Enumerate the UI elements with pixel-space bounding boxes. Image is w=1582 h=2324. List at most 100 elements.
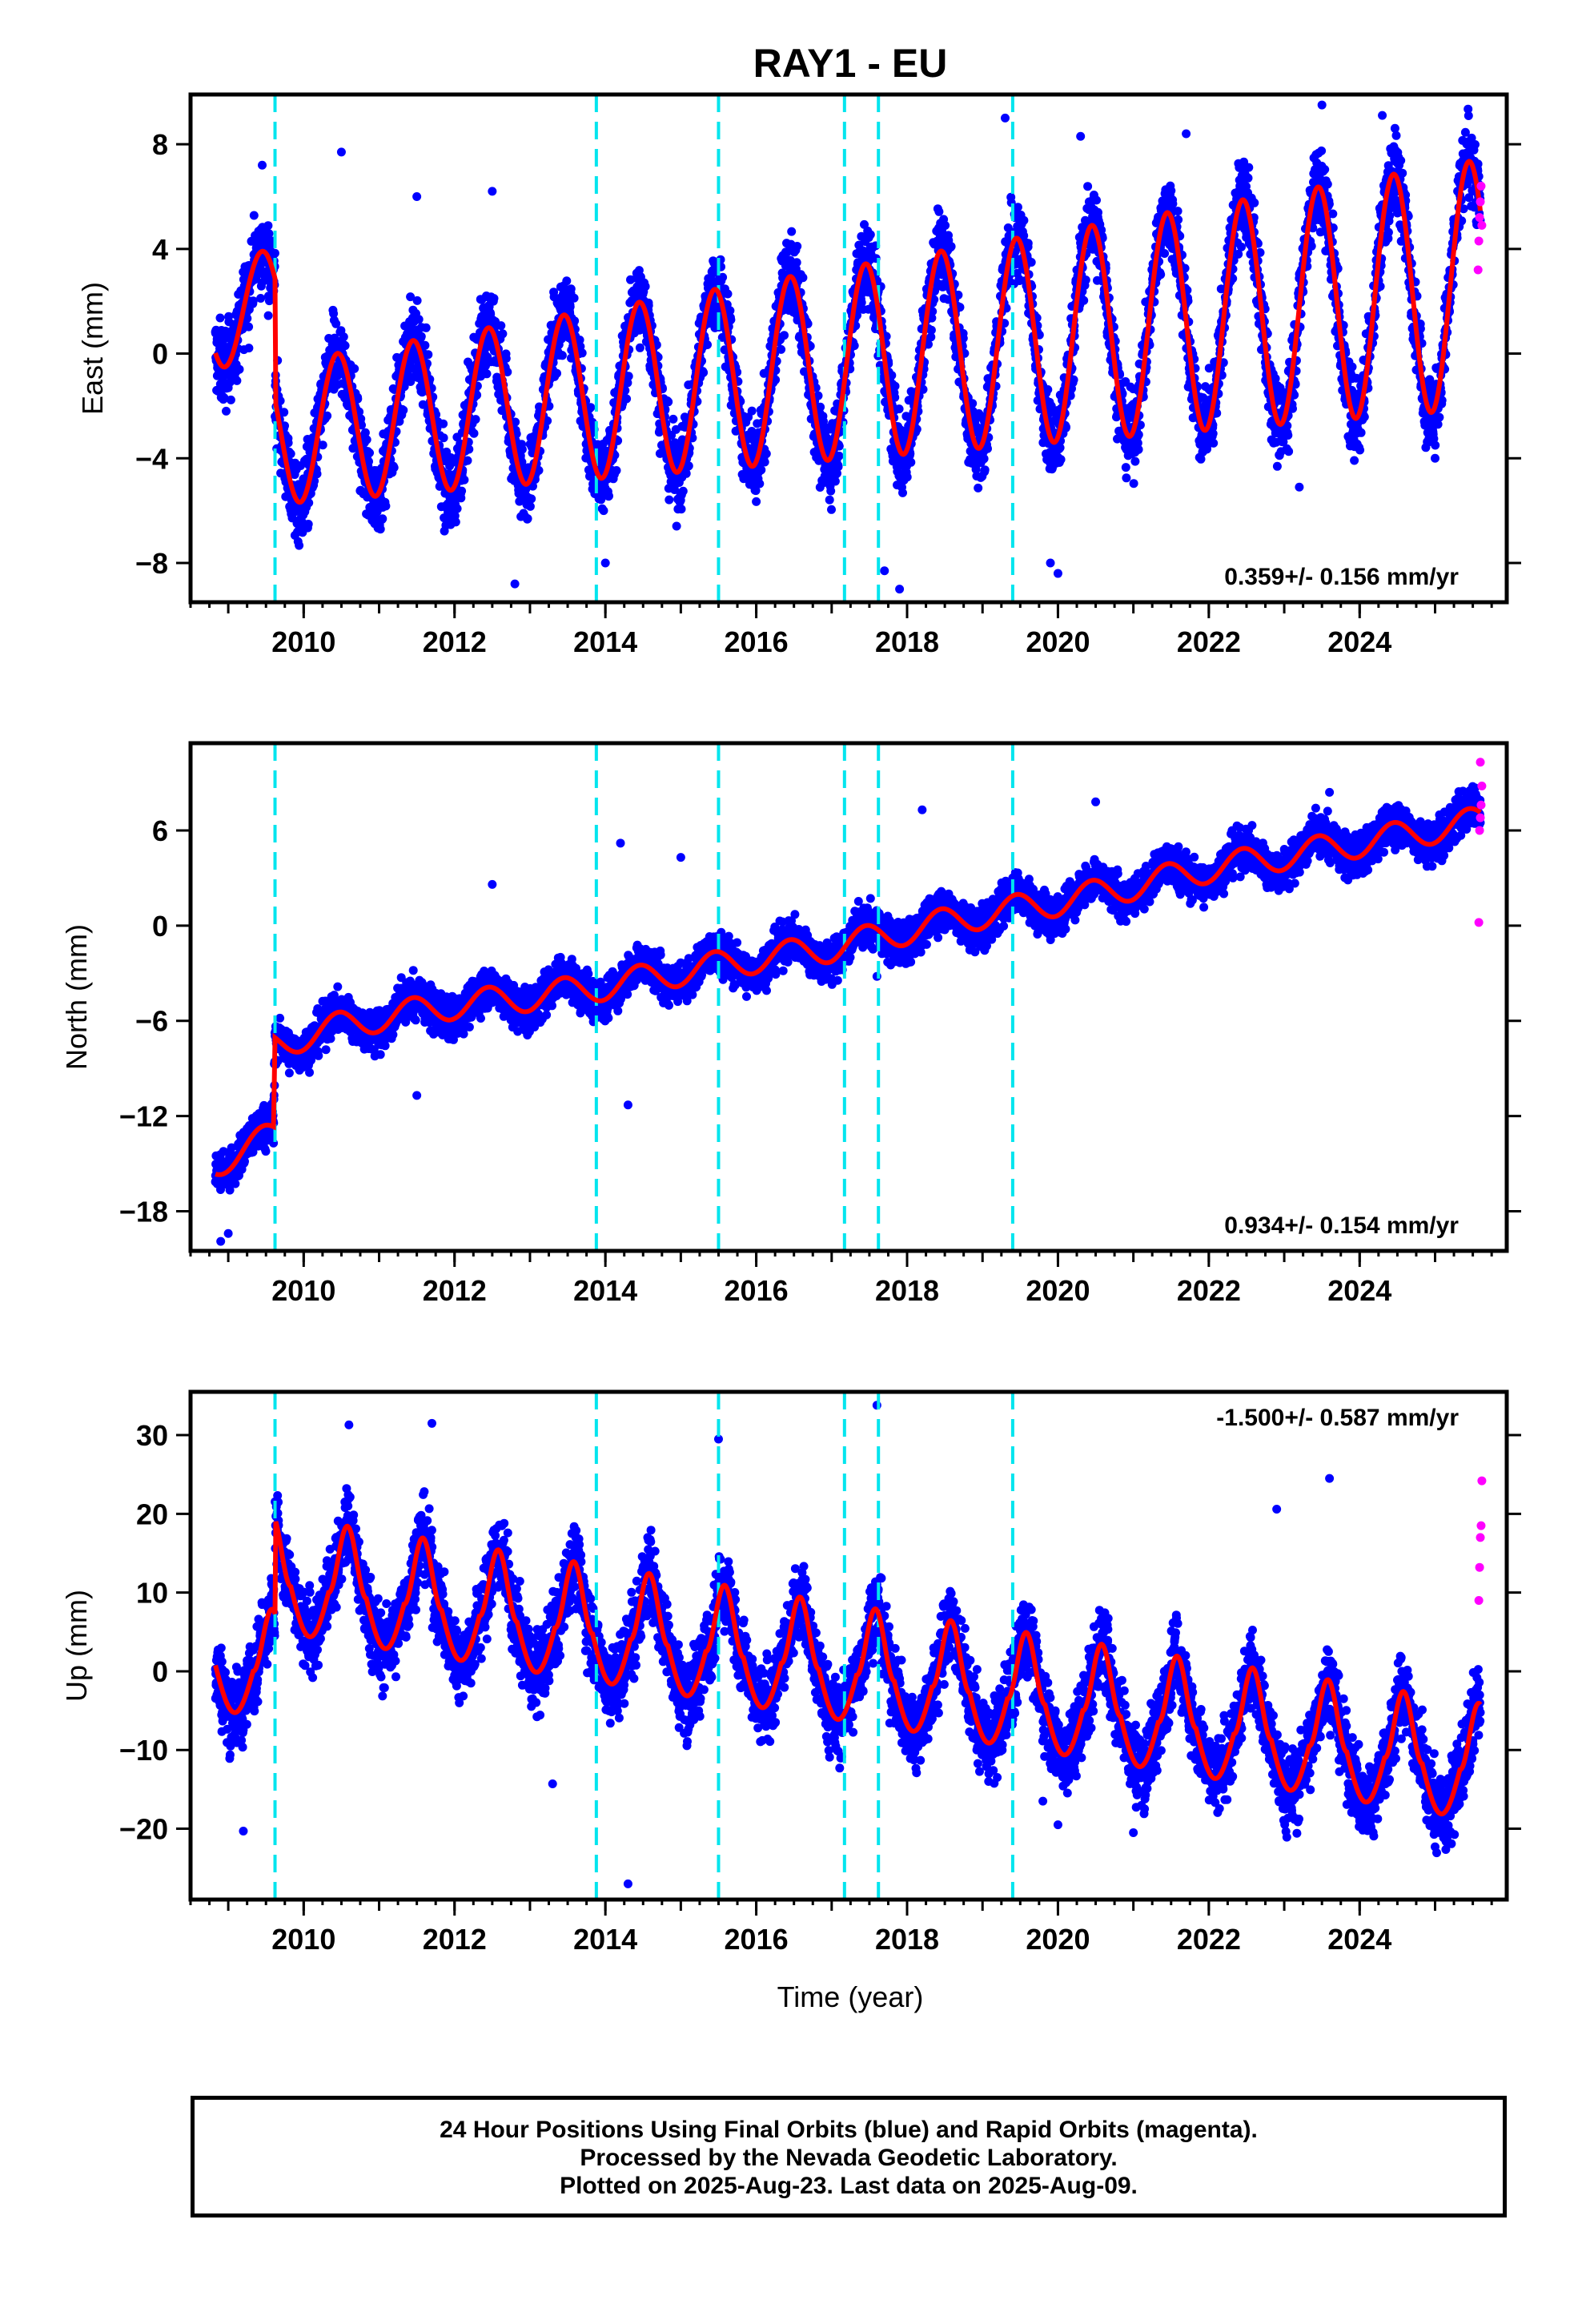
final-point	[249, 211, 259, 220]
final-point	[834, 451, 844, 460]
final-point	[1130, 456, 1140, 466]
final-point	[399, 405, 408, 415]
final-point	[793, 242, 802, 251]
final-point	[471, 415, 480, 424]
final-point	[496, 321, 506, 331]
final-point	[825, 495, 834, 505]
final-point	[1272, 461, 1282, 471]
final-point	[457, 486, 467, 496]
final-point	[1244, 163, 1254, 172]
final-point	[412, 296, 422, 305]
final-point	[1083, 182, 1093, 191]
final-point	[787, 227, 797, 236]
final-point	[755, 479, 765, 489]
final-point	[946, 242, 956, 251]
final-point	[452, 504, 462, 513]
final-point	[833, 462, 843, 472]
final-point	[312, 469, 322, 479]
final-point	[1079, 296, 1089, 305]
final-point	[792, 258, 801, 267]
final-point	[439, 419, 448, 428]
final-point	[665, 495, 674, 505]
final-point	[624, 372, 633, 381]
final-point	[1243, 173, 1253, 183]
final-point	[826, 486, 836, 496]
final-point	[1129, 479, 1138, 489]
final-point	[552, 368, 561, 378]
final-point	[1121, 463, 1130, 472]
final-point	[586, 403, 596, 412]
final-point	[270, 248, 279, 258]
final-point	[235, 364, 244, 374]
final-point	[362, 435, 371, 444]
final-point	[830, 476, 840, 486]
final-point	[1056, 455, 1066, 464]
final-point	[226, 395, 235, 404]
final-point	[566, 284, 576, 294]
final-point	[780, 331, 789, 340]
final-point	[381, 501, 391, 511]
final-point	[562, 276, 572, 286]
final-point	[416, 332, 426, 341]
final-point	[375, 525, 385, 534]
final-point	[777, 344, 786, 354]
final-point	[890, 381, 900, 391]
final-point	[222, 406, 231, 416]
final-point	[1122, 473, 1131, 483]
final-point	[1237, 242, 1246, 251]
final-point	[389, 463, 399, 472]
final-point	[420, 340, 430, 350]
final-point	[248, 296, 258, 306]
final-point	[527, 494, 536, 504]
final-point	[622, 394, 632, 404]
final-point	[451, 517, 460, 527]
final-point	[263, 311, 273, 320]
final-point	[244, 322, 254, 332]
final-point	[703, 340, 712, 349]
final-point	[1094, 207, 1102, 217]
final-point	[243, 314, 252, 324]
final-point	[463, 456, 472, 465]
final-point	[865, 230, 875, 239]
final-point	[1250, 198, 1259, 207]
final-point	[424, 350, 433, 360]
final-point	[934, 207, 944, 216]
final-point	[421, 323, 431, 332]
final-point	[906, 457, 916, 467]
final-point	[215, 313, 225, 323]
final-point	[678, 486, 688, 496]
final-point	[816, 402, 825, 412]
final-point	[974, 483, 983, 493]
final-point	[304, 498, 314, 508]
panel-east: 2010 2012 2014 2016 2018 2020 2022 2024−8−4048E…	[76, 92, 1521, 658]
final-point	[926, 325, 936, 335]
final-point	[557, 351, 567, 360]
plot-area	[211, 94, 1487, 602]
final-point	[983, 444, 992, 453]
final-point	[264, 229, 274, 239]
final-point	[1160, 249, 1170, 258]
final-point	[353, 394, 363, 404]
final-point	[761, 449, 771, 459]
final-point	[752, 497, 761, 506]
final-point	[378, 514, 387, 524]
final-point	[612, 466, 621, 475]
final-point	[523, 514, 532, 524]
chart-title: RAY1 - EU	[753, 41, 948, 86]
final-point	[681, 468, 691, 478]
final-point	[263, 221, 273, 231]
final-point	[664, 397, 673, 407]
final-point	[364, 456, 373, 466]
final-point	[489, 294, 499, 304]
final-point	[1166, 186, 1176, 195]
final-point	[460, 475, 469, 485]
final-point	[757, 465, 766, 475]
final-point	[219, 393, 229, 403]
final-point	[827, 505, 836, 514]
final-point	[723, 289, 733, 299]
final-point	[635, 343, 644, 352]
final-point	[1168, 199, 1178, 208]
final-point	[1043, 385, 1053, 394]
final-point	[232, 376, 242, 385]
